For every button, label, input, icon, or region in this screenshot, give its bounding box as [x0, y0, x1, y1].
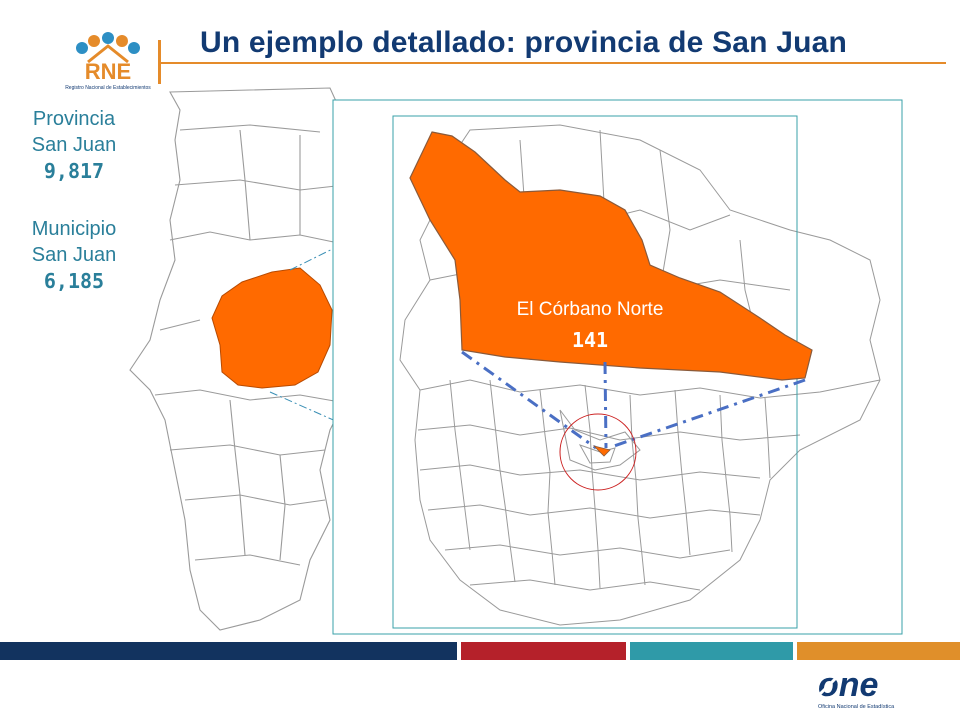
provincia-stats: Provincia San Juan 9,817: [4, 106, 144, 184]
one-logo-subtitle: Oficina Nacional de Estadística: [818, 704, 895, 710]
footer-bar-navy: [0, 642, 457, 660]
footer-bar-orange: [797, 642, 960, 660]
slide-title: Un ejemplo detallado: provincia de San J…: [200, 26, 848, 59]
title-horizontal-rule: [160, 62, 946, 64]
footer-bar-red: [461, 642, 626, 660]
rne-logo-text: RNE: [85, 59, 131, 84]
title-vertical-rule: [158, 40, 161, 84]
provincia-value: 9,817: [43, 159, 105, 183]
footer-bar-teal: [630, 642, 793, 660]
municipio-highlight: [211, 267, 333, 389]
rne-logo: RNE Registro Nacional de Establecimiento…: [60, 32, 156, 92]
municipio-value: 6,185: [43, 269, 105, 293]
rne-logo-subtitle: Registro Nacional de Establecimientos: [65, 85, 151, 91]
barrio-highlight: [409, 131, 813, 381]
provincia-label: Provincia: [32, 108, 116, 130]
barrio-location-marker: [592, 445, 611, 457]
barrio-location-circle: [559, 413, 637, 491]
provincia-name: San Juan: [31, 134, 117, 156]
barrio-pointer-lines: [461, 350, 806, 450]
municipio-name: San Juan: [31, 244, 117, 266]
municipio-label: Municipio: [31, 218, 117, 240]
municipio-stats: Municipio San Juan 6,185: [4, 216, 144, 294]
barrio-value-label: 141: [572, 328, 608, 352]
one-logo: one Oficina Nacional de Estadística: [816, 664, 906, 712]
barrio-name-label: El Córbano Norte: [517, 299, 664, 320]
rne-logo-icons: [76, 32, 140, 64]
